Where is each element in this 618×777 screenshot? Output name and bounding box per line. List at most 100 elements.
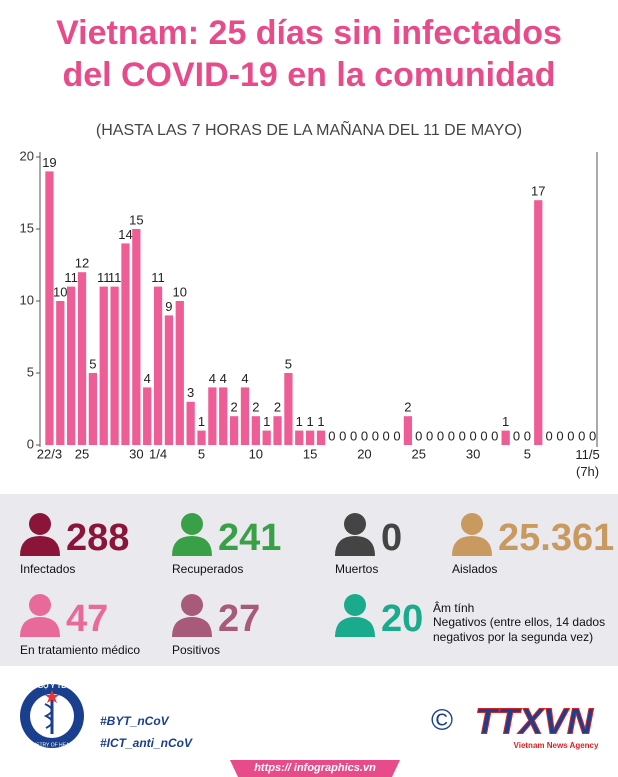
- bar: [175, 301, 184, 445]
- stat-value: 20: [381, 598, 424, 640]
- person-body: [20, 617, 60, 637]
- stat-value: 0: [381, 517, 403, 559]
- stats-panel: [0, 494, 618, 666]
- x-tick-label: 10: [249, 446, 263, 461]
- value-label: 0: [448, 428, 455, 443]
- stat-label: Positivos: [172, 643, 221, 657]
- bar: [99, 286, 108, 445]
- person-head: [461, 513, 483, 535]
- value-label: 1: [317, 414, 324, 429]
- hashtag: #ICT_anti_nCoV: [100, 736, 193, 750]
- bar: [121, 243, 130, 445]
- value-label: 0: [469, 428, 476, 443]
- person-head: [181, 594, 203, 616]
- stat-label: Infectados: [20, 562, 76, 576]
- bar: [132, 229, 141, 445]
- value-label: 1: [198, 414, 205, 429]
- value-label: 0: [546, 428, 553, 443]
- agency: TTXVN: [475, 701, 594, 742]
- bar: [143, 387, 152, 445]
- person-head: [344, 513, 366, 535]
- stat-value: 288: [66, 517, 130, 559]
- bar: [240, 387, 250, 445]
- value-label: 0: [459, 428, 466, 443]
- stat-label: Negativos (entre ellos, 14 dados negativ…: [433, 615, 606, 644]
- copyright: ©: [431, 704, 453, 737]
- bar: [208, 387, 217, 445]
- value-label: 0: [372, 428, 379, 443]
- value-label: 0: [524, 428, 531, 443]
- value-label: 0: [393, 428, 400, 443]
- value-label: 14: [118, 227, 132, 242]
- x-tick-label: 25: [75, 446, 89, 461]
- stat-label: Recuperados: [172, 562, 244, 576]
- bar: [284, 373, 293, 445]
- value-label: 5: [89, 356, 96, 371]
- value-label: 3: [187, 385, 194, 400]
- person-body: [335, 536, 375, 556]
- person-head: [344, 594, 366, 616]
- value-label: 10: [173, 284, 187, 299]
- url-band: [230, 760, 400, 777]
- value-label: 11: [108, 270, 122, 285]
- value-label: 0: [589, 428, 596, 443]
- value-label: 9: [165, 299, 172, 314]
- person-body: [452, 536, 492, 556]
- value-label: 0: [339, 428, 346, 443]
- value-label: 4: [241, 371, 248, 386]
- agency-en: Vietnam News Agency: [514, 741, 599, 750]
- bar: [186, 401, 195, 445]
- bar: [534, 200, 543, 445]
- bar: [67, 286, 76, 445]
- y-tick-label: 5: [27, 364, 34, 379]
- stat-label: Aislados: [452, 562, 498, 576]
- hashtag: #BYT_nCoV: [100, 714, 170, 728]
- value-label: 4: [220, 371, 227, 386]
- value-label: 10: [53, 284, 67, 299]
- logo-top: BỘ Y TẾ: [38, 680, 66, 690]
- x-tick-label: 22/3: [37, 446, 62, 461]
- value-label: 0: [361, 428, 368, 443]
- logo-bottom: MINISTRY OF HEALTH: [26, 742, 79, 748]
- value-label: 2: [252, 400, 259, 415]
- value-label: 2: [274, 400, 281, 415]
- value-label: 1: [502, 414, 509, 429]
- stat-value: 25.361: [498, 517, 615, 559]
- value-label: 2: [230, 400, 237, 415]
- bar: [164, 315, 174, 445]
- value-label: 1: [263, 414, 270, 429]
- bar: [306, 430, 315, 445]
- value-label: 12: [75, 256, 89, 271]
- value-label: 0: [567, 428, 574, 443]
- y-tick-label: 20: [20, 148, 34, 163]
- value-label: 15: [129, 212, 143, 227]
- bar: [88, 373, 98, 445]
- bar: [295, 430, 304, 445]
- bar: [262, 430, 271, 445]
- value-label: 1: [307, 414, 314, 429]
- value-label: 0: [578, 428, 585, 443]
- value-label: 0: [415, 428, 422, 443]
- value-label: 0: [480, 428, 487, 443]
- bar: [251, 416, 260, 445]
- stat-value: 27: [218, 598, 261, 640]
- logo-snake: [43, 703, 53, 729]
- value-label: 2: [404, 400, 411, 415]
- value-label: 1: [296, 414, 303, 429]
- value-label: 11: [64, 270, 78, 285]
- value-label: 0: [383, 428, 390, 443]
- stat-label: En tratamiento médico: [20, 643, 141, 657]
- value-label: 11: [151, 270, 165, 285]
- value-label: 19: [42, 155, 56, 170]
- value-label: 4: [144, 371, 151, 386]
- url: https:// infographics.vn: [254, 762, 376, 774]
- bar: [197, 430, 206, 445]
- value-label: 5: [285, 356, 292, 371]
- bar: [273, 416, 282, 445]
- value-label: 0: [426, 428, 433, 443]
- value-label: 0: [491, 428, 498, 443]
- x-tick-label: 5: [524, 446, 531, 461]
- value-label: 4: [209, 371, 216, 386]
